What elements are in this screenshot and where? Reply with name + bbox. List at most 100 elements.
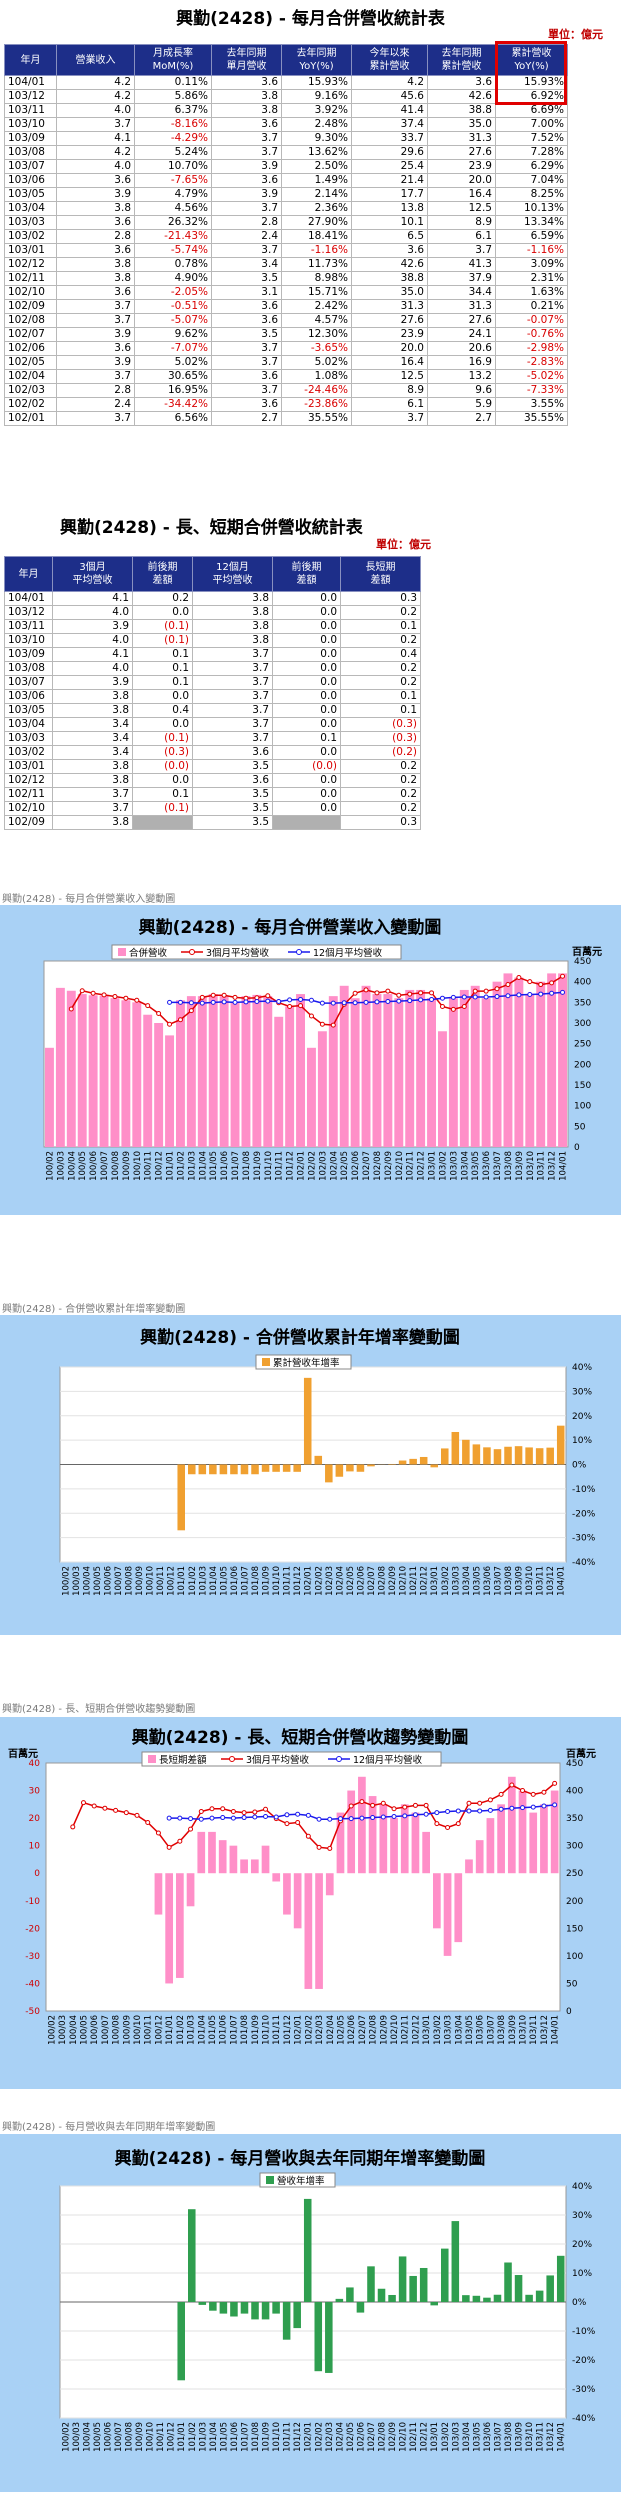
value-cell: 17.7 — [352, 188, 428, 202]
value-cell: -0.51% — [135, 300, 212, 314]
value-cell: -7.33% — [496, 384, 568, 398]
yoy-bar — [409, 2276, 417, 2302]
period-cell: 103/05 — [5, 704, 53, 718]
chart3-title: 興勤(2428) - 長、短期合併營收趨勢變動圖 — [132, 1727, 469, 1748]
x-tick-label: 103/10 — [525, 2422, 535, 2452]
value-cell: -4.29% — [135, 132, 212, 146]
line-point — [408, 992, 412, 996]
line-point — [561, 974, 565, 978]
value-cell: 9.16% — [282, 90, 352, 104]
yoy-bar — [515, 2275, 523, 2302]
x-tick-label: 100/04 — [82, 2422, 92, 2452]
revenue-bar — [307, 1048, 316, 1147]
value-cell: 3.6 — [57, 342, 135, 356]
value-cell: 4.2 — [352, 76, 428, 90]
yoy-bar — [262, 1465, 270, 1472]
value-cell: 10.13% — [496, 202, 568, 216]
x-tick-label: 100/09 — [122, 2015, 132, 2045]
x-tick-label: 103/11 — [537, 1151, 547, 1181]
yoy-bar — [188, 1465, 196, 1475]
line-point — [113, 995, 117, 999]
legend-label: 3個月平均營收 — [206, 947, 270, 959]
line-point — [364, 1000, 368, 1004]
line-point — [510, 1806, 514, 1810]
line-point — [451, 995, 455, 999]
period-cell: 103/08 — [5, 146, 57, 160]
x-tick-label: 101/03 — [187, 2015, 197, 2045]
period-cell: 102/09 — [5, 816, 53, 830]
revenue-bar — [394, 998, 403, 1147]
value-cell: 4.1 — [57, 132, 135, 146]
y-tick-label: 10% — [572, 1436, 592, 1446]
value-cell: 2.48% — [282, 118, 352, 132]
value-cell: 38.8 — [352, 272, 428, 286]
revenue-bar — [547, 973, 556, 1147]
table2-unit: 單位：億元 — [376, 536, 431, 552]
value-cell: 6.1 — [352, 398, 428, 412]
revenue-bar — [56, 988, 65, 1147]
revenue-bar — [252, 995, 261, 1147]
x-tick-label: 101/04 — [209, 2422, 219, 2452]
x-tick-label: 101/12 — [293, 1566, 303, 1596]
value-cell: 1.08% — [282, 370, 352, 384]
value-cell: 2.8 — [57, 384, 135, 398]
value-cell: 0.1 — [341, 620, 421, 634]
value-cell: -5.02% — [496, 370, 568, 384]
x-tick-label: 100/11 — [144, 2015, 154, 2045]
value-cell: 3.7 — [193, 676, 273, 690]
legend-swatch — [118, 948, 126, 956]
value-cell: (0.0) — [273, 760, 341, 774]
x-tick-label: 100/11 — [156, 1566, 166, 1596]
x-tick-label: 102/02 — [304, 2015, 314, 2045]
period-cell: 102/08 — [5, 314, 57, 328]
line-point — [462, 995, 466, 999]
x-tick-label: 100/07 — [114, 2422, 124, 2452]
value-cell: 0.1 — [341, 704, 421, 718]
period-cell: 103/09 — [5, 648, 53, 662]
x-tick-label: 101/04 — [197, 2015, 207, 2045]
x-tick-label: 102/07 — [358, 2015, 368, 2045]
x-tick-label: 101/07 — [229, 2015, 239, 2045]
x-tick-label: 102/08 — [373, 1151, 383, 1181]
period-cell: 103/10 — [5, 634, 53, 648]
value-cell: 5.9 — [428, 398, 496, 412]
line-point — [81, 1801, 85, 1805]
x-tick-label: 101/02 — [188, 2422, 198, 2452]
y-tick-label: 0 — [574, 1143, 580, 1153]
line-point — [189, 1827, 193, 1831]
y-tick-label: -20% — [572, 2356, 596, 2366]
period-cell: 103/01 — [5, 760, 53, 774]
x-tick-label: 101/02 — [176, 1151, 186, 1181]
y-tick-label: -20% — [572, 1509, 596, 1519]
x-tick-label: 103/03 — [449, 1151, 459, 1181]
x-tick-label: 100/09 — [122, 1151, 132, 1181]
header-cell: 3個月 平均營收 — [53, 557, 133, 592]
x-tick-label: 103/07 — [493, 1151, 503, 1181]
value-cell: 3.5 — [212, 272, 282, 286]
line-point — [430, 997, 434, 1001]
value-cell: 29.6 — [352, 146, 428, 160]
line-point — [561, 990, 565, 994]
y-tick-label: 400 — [574, 978, 591, 988]
period-cell: 103/06 — [5, 690, 53, 704]
yoy-bar — [430, 1465, 438, 1468]
value-cell: 2.50% — [282, 160, 352, 174]
line-point — [403, 1814, 407, 1818]
diff-bar — [272, 1873, 280, 1881]
x-tick-label: 102/03 — [315, 2015, 325, 2045]
line-point — [320, 1022, 324, 1026]
value-cell: 3.7 — [428, 244, 496, 258]
period-cell: 103/07 — [5, 676, 53, 690]
value-cell: 3.7 — [212, 146, 282, 160]
value-cell: 25.4 — [352, 160, 428, 174]
line-point — [542, 1804, 546, 1808]
value-cell: 0.0 — [273, 690, 341, 704]
value-cell: 3.7 — [193, 732, 273, 746]
x-tick-label: 100/12 — [155, 1151, 165, 1181]
value-cell: 0.3 — [341, 816, 421, 830]
x-tick-label: 103/06 — [483, 1566, 493, 1596]
x-tick-label: 100/06 — [90, 2015, 100, 2045]
line-point — [360, 1800, 364, 1804]
value-cell: -34.42% — [135, 398, 212, 412]
